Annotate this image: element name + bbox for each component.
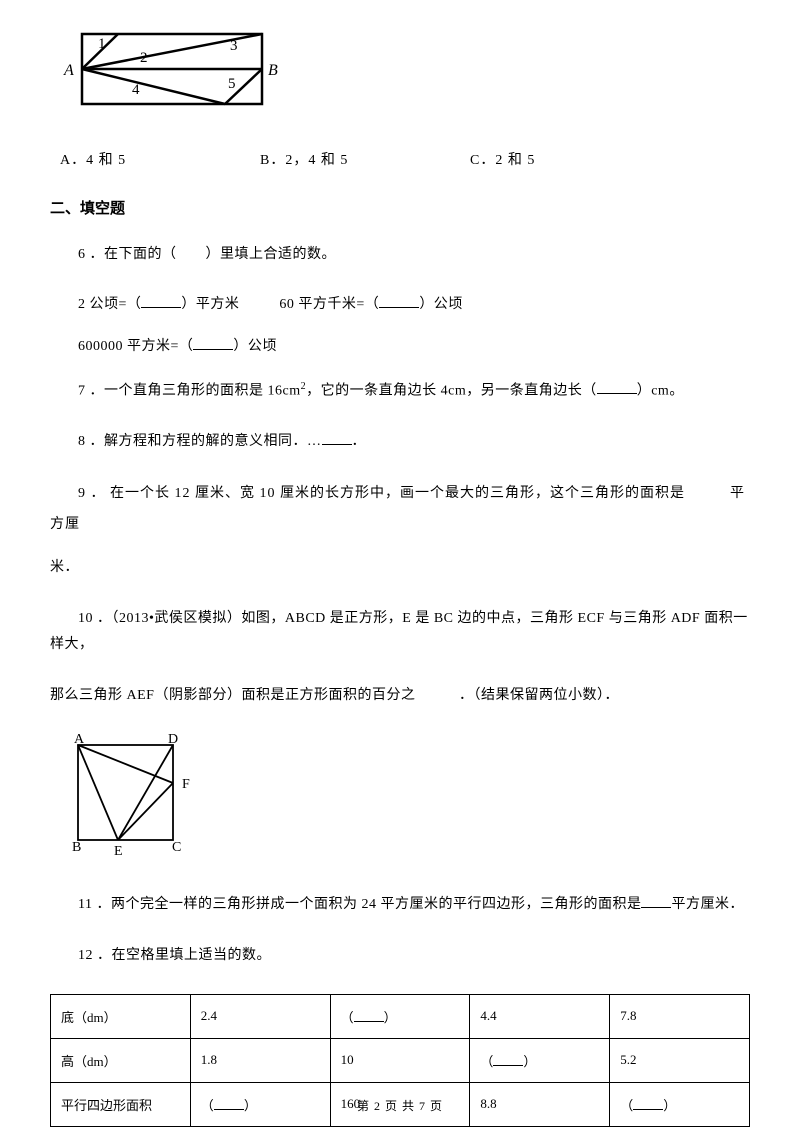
q7-c: ）cm。 [637,383,684,398]
label-C: C [172,840,181,855]
q7: 7 ．一个直角三角形的面积是 16cm2，它的一条直角边长 4cm，另一条直角边… [50,377,750,405]
label-F: F [182,777,190,792]
q12: 12 ．在空格里填上适当的数。 [50,943,750,970]
option-b: B．2，4 和 5 [260,149,470,169]
label-2: 2 [140,50,148,66]
cell: 1.8 [190,1038,330,1082]
cell: 10 [330,1038,470,1082]
q10-line1: 10 ．（2013•武侯区模拟）如图，ABCD 是正方形，E 是 BC 边的中点… [50,606,750,659]
label-A: A [63,62,74,79]
q6-stem: 6 ．在下面的（ ）里填上合适的数。 [50,242,750,269]
figure-square-abcd: A D B C E F [60,733,750,868]
q9-line1: 9 ． 在一个长 12 厘米、宽 10 厘米的长方形中，画一个最大的三角形，这个… [50,479,750,541]
cell: 7.8 [610,994,750,1038]
cell: 4.4 [470,994,610,1038]
q6-l1b: ）平方米 [181,297,239,312]
blank[interactable] [493,1053,523,1066]
label-B: B [268,62,278,79]
figure-rectangle-triangles: A B 1 2 3 4 5 [60,30,750,127]
q6-l2b: ）公顷 [233,339,277,354]
q11-a: 11 ．两个完全一样的三角形拼成一个面积为 24 平方厘米的平行四边形，三角形的… [78,897,641,912]
table-row: 底（dm） 2.4 （） 4.4 7.8 [51,994,750,1038]
blank[interactable] [322,431,352,445]
cell[interactable]: （） [330,994,470,1038]
cell[interactable]: （） [470,1038,610,1082]
q8: 8 ．解方程和方程的解的意义相同．… ． [50,429,750,456]
blank[interactable] [354,1009,384,1022]
q6-l1a: 2 公顷=（ [78,297,141,312]
label-A: A [74,733,85,747]
q9-line2: 米． [50,555,750,582]
q7-unit: cm [283,383,301,398]
label-E: E [114,844,123,859]
label-D: D [168,733,178,747]
label-3: 3 [230,38,238,54]
q8-b: ． [352,434,367,449]
q5-options: A．4 和 5 B．2，4 和 5 C．2 和 5 [50,149,750,169]
q11-b: 平方厘米． [671,897,744,912]
cell: 5.2 [610,1038,750,1082]
cell: 高（dm） [51,1038,191,1082]
blank[interactable] [597,380,637,394]
q6-l1c: 60 平方千米=（ [279,297,379,312]
option-c: C．2 和 5 [470,149,535,169]
q6-line1: 2 公顷=（ ）平方米 60 平方千米=（ ）公顷 [50,293,750,313]
label-5: 5 [228,76,236,92]
blank[interactable] [641,894,671,908]
q7-b: ，它的一条直角边长 4cm，另一条直角边长（ [306,383,597,398]
blank[interactable] [193,336,233,350]
q6-line2: 600000 平方米=（ ）公顷 [50,335,750,355]
cell: 2.4 [190,994,330,1038]
table-row: 高（dm） 1.8 10 （） 5.2 [51,1038,750,1082]
q7-a: 7 ．一个直角三角形的面积是 16 [78,383,283,398]
label-1: 1 [98,36,106,52]
label-4: 4 [132,82,140,98]
section-2-title: 二、填空题 [50,197,750,218]
blank[interactable] [379,294,419,308]
q8-a: 8 ．解方程和方程的解的意义相同．… [78,434,322,449]
page-footer: 第 2 页 共 7 页 [0,1097,800,1114]
blank[interactable] [141,294,181,308]
q6-l2a: 600000 平方米=（ [78,339,193,354]
q11: 11 ．两个完全一样的三角形拼成一个面积为 24 平方厘米的平行四边形，三角形的… [50,892,750,919]
cell: 底（dm） [51,994,191,1038]
q6-l1d: ）公顷 [419,297,463,312]
q10-line2: 那么三角形 AEF（阴影部分）面积是正方形面积的百分之 ．（结果保留两位小数）． [50,683,750,710]
option-a: A．4 和 5 [60,149,260,169]
label-B: B [72,840,81,855]
